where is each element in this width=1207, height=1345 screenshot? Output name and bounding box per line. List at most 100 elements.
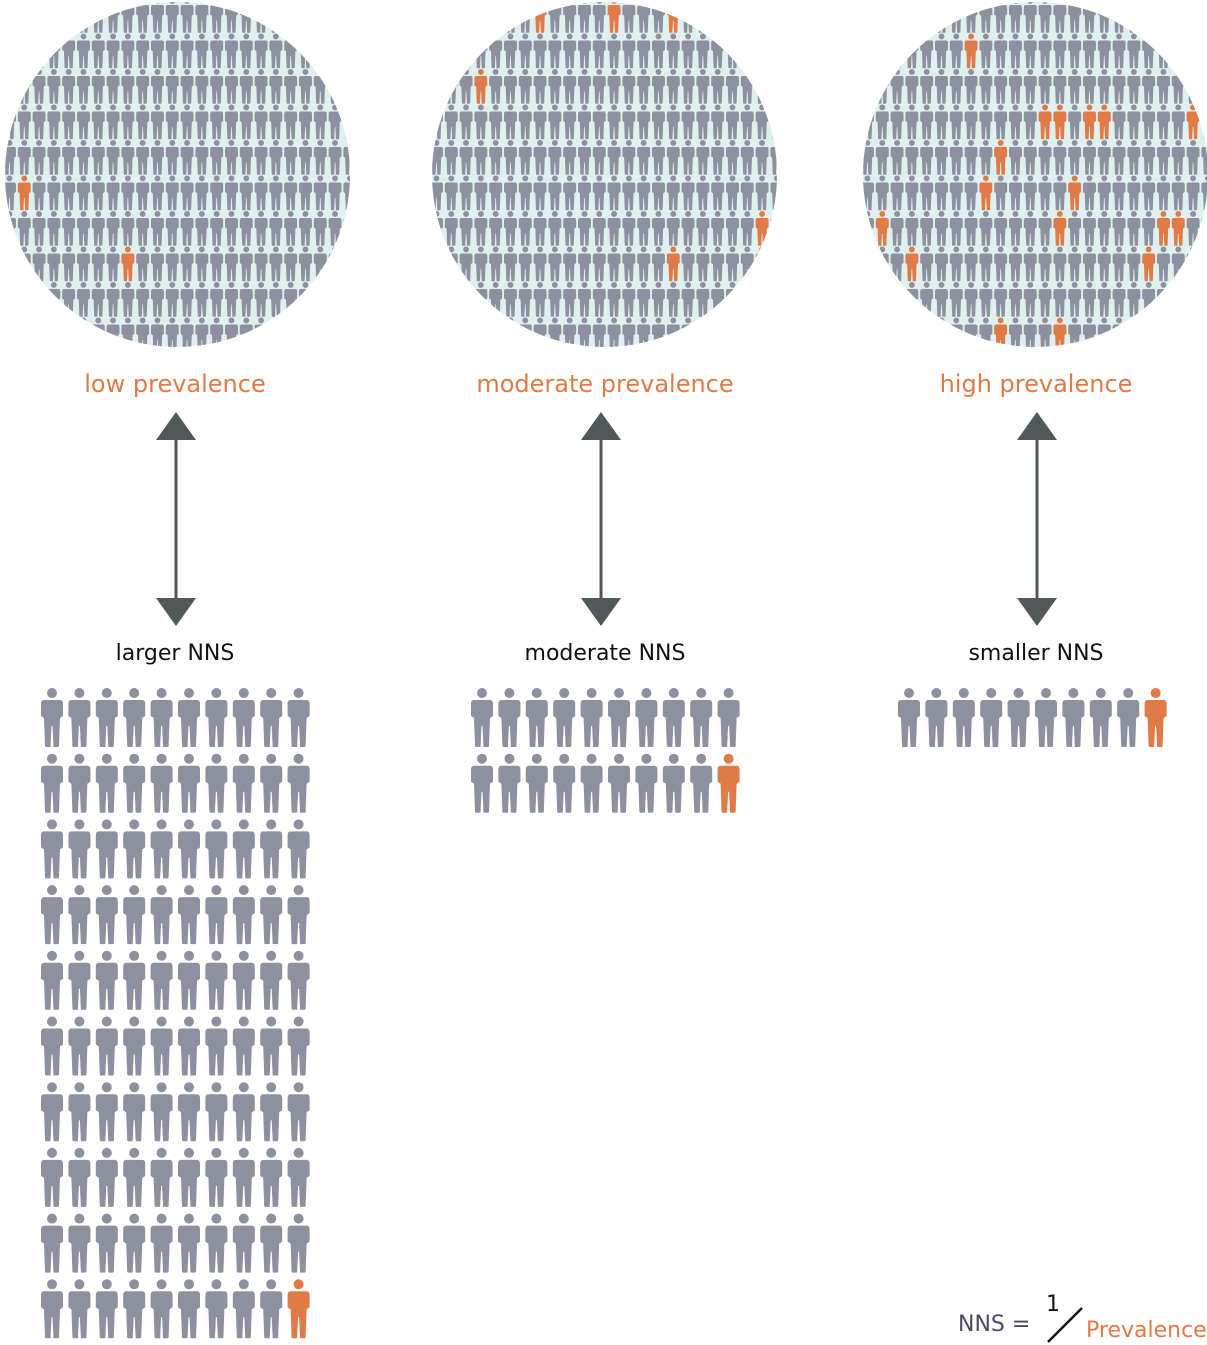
person-icon (518, 139, 532, 175)
person-icon (1023, 281, 1037, 317)
person-icon (432, 69, 443, 104)
person-icon (1038, 140, 1052, 175)
person-icon (269, 2, 283, 33)
nns-label-moderate: moderate NNS (524, 641, 686, 666)
person-icon (622, 317, 636, 347)
person-icon (518, 2, 532, 33)
person-icon (1023, 246, 1037, 282)
person-icon (459, 140, 473, 175)
person-icon-highlighted (1144, 688, 1167, 747)
person-icon (121, 33, 135, 69)
person-icon (1117, 688, 1140, 747)
person-icon (232, 819, 255, 879)
person-icon (68, 1279, 91, 1339)
person-icon (1142, 211, 1156, 246)
nns-grid-svg (898, 688, 1167, 747)
person-icon (1068, 2, 1082, 33)
person-icon (1083, 246, 1096, 282)
person-icon (905, 104, 919, 140)
prevalence-label-low: low prevalence (84, 370, 266, 398)
person-icon (254, 68, 268, 104)
person-icon (935, 33, 948, 69)
person-icon (1171, 2, 1185, 33)
person-icon (949, 33, 963, 69)
person-icon (875, 69, 889, 104)
person-icon (652, 2, 665, 33)
person-icon (432, 175, 443, 211)
person-icon (652, 140, 665, 175)
person-icon (563, 246, 577, 282)
person-icon (232, 1213, 255, 1273)
formula-lhs: NNS = (958, 1312, 1031, 1337)
person-icon (165, 317, 179, 347)
person-icon (935, 104, 948, 140)
person-icon (1023, 104, 1037, 140)
person-icon (95, 819, 118, 879)
person-icon (863, 104, 874, 140)
person-icon (32, 69, 46, 104)
person-icon (637, 211, 651, 246)
person-icon (444, 211, 458, 246)
person-icon (136, 211, 150, 246)
person-icon (178, 753, 200, 813)
person-icon (548, 246, 562, 282)
person-icon (77, 2, 90, 33)
person-icon (607, 33, 621, 69)
person-icon (504, 68, 517, 104)
person-icon (62, 317, 76, 347)
person-icon (254, 317, 268, 347)
person-icon (299, 139, 312, 175)
person-icon (47, 317, 61, 347)
person-icon (994, 33, 1008, 69)
person-icon (32, 33, 46, 69)
person-icon (47, 104, 61, 140)
person-icon (180, 175, 194, 211)
person-icon (180, 282, 194, 317)
person-icon (994, 104, 1008, 140)
person-icon (489, 282, 503, 317)
person-icon (964, 2, 978, 33)
person-icon (1009, 104, 1022, 140)
person-icon (980, 688, 1003, 747)
person-icon (578, 282, 591, 317)
person-icon (949, 246, 963, 282)
person-icon (548, 2, 562, 33)
person-icon (662, 688, 685, 747)
person-icon (210, 2, 224, 33)
person-icon (195, 211, 209, 246)
person-icon (518, 175, 532, 211)
person-icon (608, 688, 630, 747)
prevalence-label-high: high prevalence (939, 370, 1133, 398)
person-icon (195, 69, 209, 104)
person-icon (578, 69, 591, 104)
person-icon (232, 1147, 255, 1207)
person-icon (474, 104, 488, 140)
person-icon (920, 317, 934, 347)
person-icon (1097, 175, 1111, 211)
person-icon (91, 68, 105, 104)
person-icon (890, 140, 904, 175)
person-icon (1201, 317, 1207, 347)
person-icon (711, 140, 725, 175)
person-icon (1186, 246, 1200, 282)
person-icon (68, 1213, 91, 1273)
person-icon (504, 33, 517, 69)
person-icon (905, 175, 919, 211)
person-icon (68, 1147, 91, 1207)
person-icon (863, 69, 874, 104)
person-icon (77, 104, 90, 140)
person-icon (1038, 211, 1052, 246)
person-icon (260, 885, 283, 945)
person-icon-highlighted (755, 211, 769, 246)
person-icon (875, 104, 889, 140)
person-icon (563, 104, 577, 140)
person-icon (770, 246, 777, 282)
person-icon (489, 317, 503, 347)
person-icon (740, 104, 754, 140)
person-icon (313, 69, 327, 104)
person-icon (518, 210, 532, 246)
person-icon (121, 2, 135, 33)
person-icon (1083, 282, 1096, 317)
person-icon (328, 104, 342, 140)
person-icon-highlighted (905, 246, 919, 282)
